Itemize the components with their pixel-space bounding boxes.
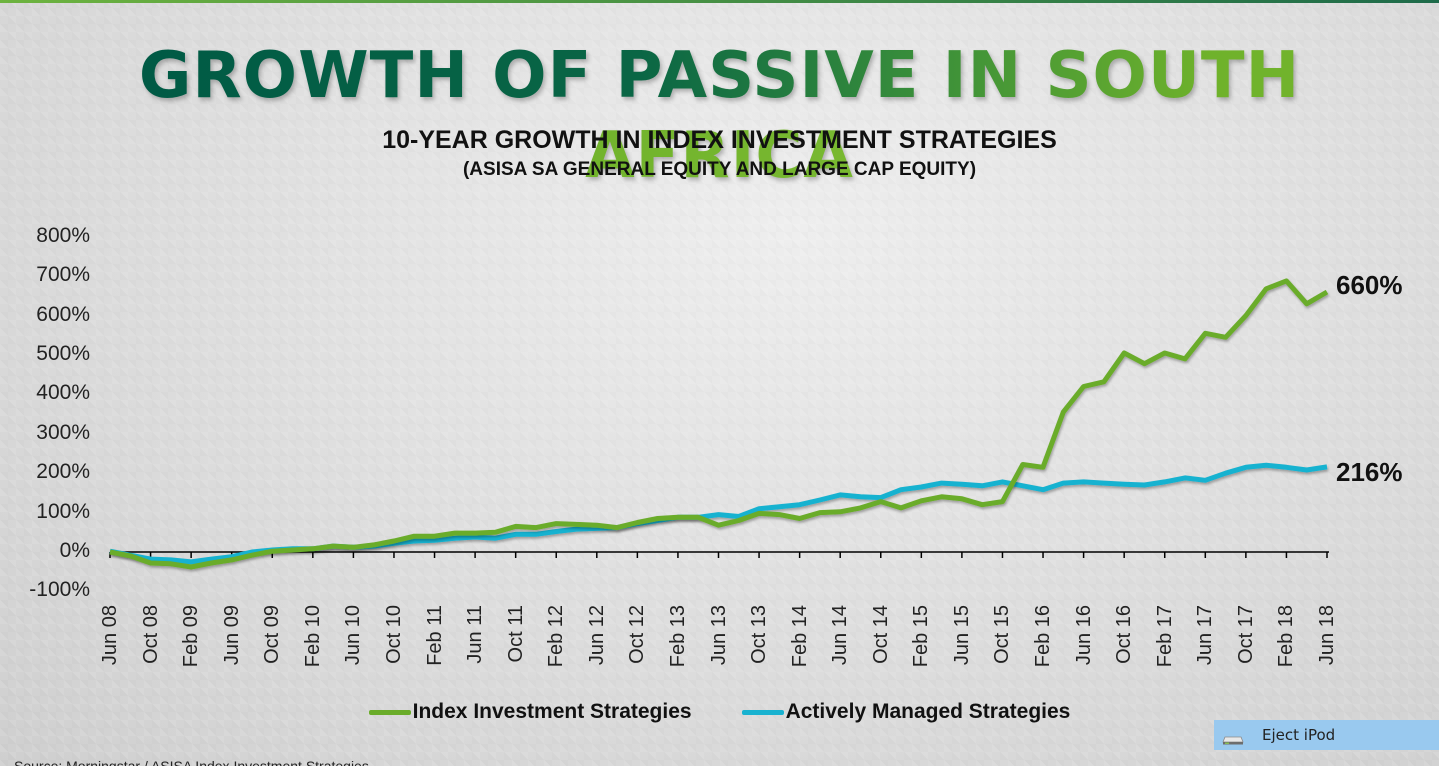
y-tick-label: 300% bbox=[36, 420, 90, 444]
y-tick-label: 500% bbox=[36, 342, 90, 365]
source-note: Source: Morningstar / ASISA Index Invest… bbox=[14, 758, 369, 766]
drive-icon bbox=[1222, 730, 1244, 745]
legend-label-index: Index Investment Strategies bbox=[412, 700, 692, 723]
legend-item-active: Actively Managed Strategies bbox=[741, 700, 1071, 724]
series-line-actively-managed bbox=[109, 462, 1328, 565]
y-tick-label: 100% bbox=[36, 499, 90, 523]
top-accent-bar bbox=[0, 0, 1439, 3]
chart-subtitle: (ASISA SA GENERAL EQUITY AND LARGE CAP E… bbox=[462, 159, 977, 180]
legend-label-active: Actively Managed Strategies bbox=[785, 700, 1071, 723]
y-tick-label: 700% bbox=[36, 263, 90, 287]
chart-title: 10-YEAR GROWTH IN INDEX INVESTMENT STRAT… bbox=[382, 126, 1057, 154]
legend-item-index: Index Investment Strategies bbox=[368, 700, 692, 724]
y-tick-label: 800% bbox=[36, 223, 90, 247]
slide-title: GROWTH OF PASSIVE IN SOUTH AFRICA bbox=[138, 39, 1301, 193]
active-end-label: 216% bbox=[1336, 457, 1403, 487]
series-line-index-investment bbox=[109, 278, 1329, 570]
index-end-label: 660% bbox=[1336, 270, 1403, 300]
y-tick-label: -100% bbox=[29, 578, 90, 602]
legend-swatch-active bbox=[741, 709, 784, 715]
context-menu-label: Eject iPod bbox=[1262, 726, 1336, 744]
y-tick-label: 600% bbox=[36, 302, 90, 326]
y-tick-label: 400% bbox=[36, 381, 90, 405]
y-tick-label: 0% bbox=[59, 539, 90, 562]
x-axis-line bbox=[109, 551, 1329, 558]
legend-swatch-index bbox=[368, 709, 411, 715]
chart-legend: Index Investment Strategies Actively Man… bbox=[0, 700, 1439, 724]
y-tick-label: 200% bbox=[36, 460, 90, 484]
context-menu-eject-ipod[interactable]: Eject iPod bbox=[1214, 720, 1439, 750]
